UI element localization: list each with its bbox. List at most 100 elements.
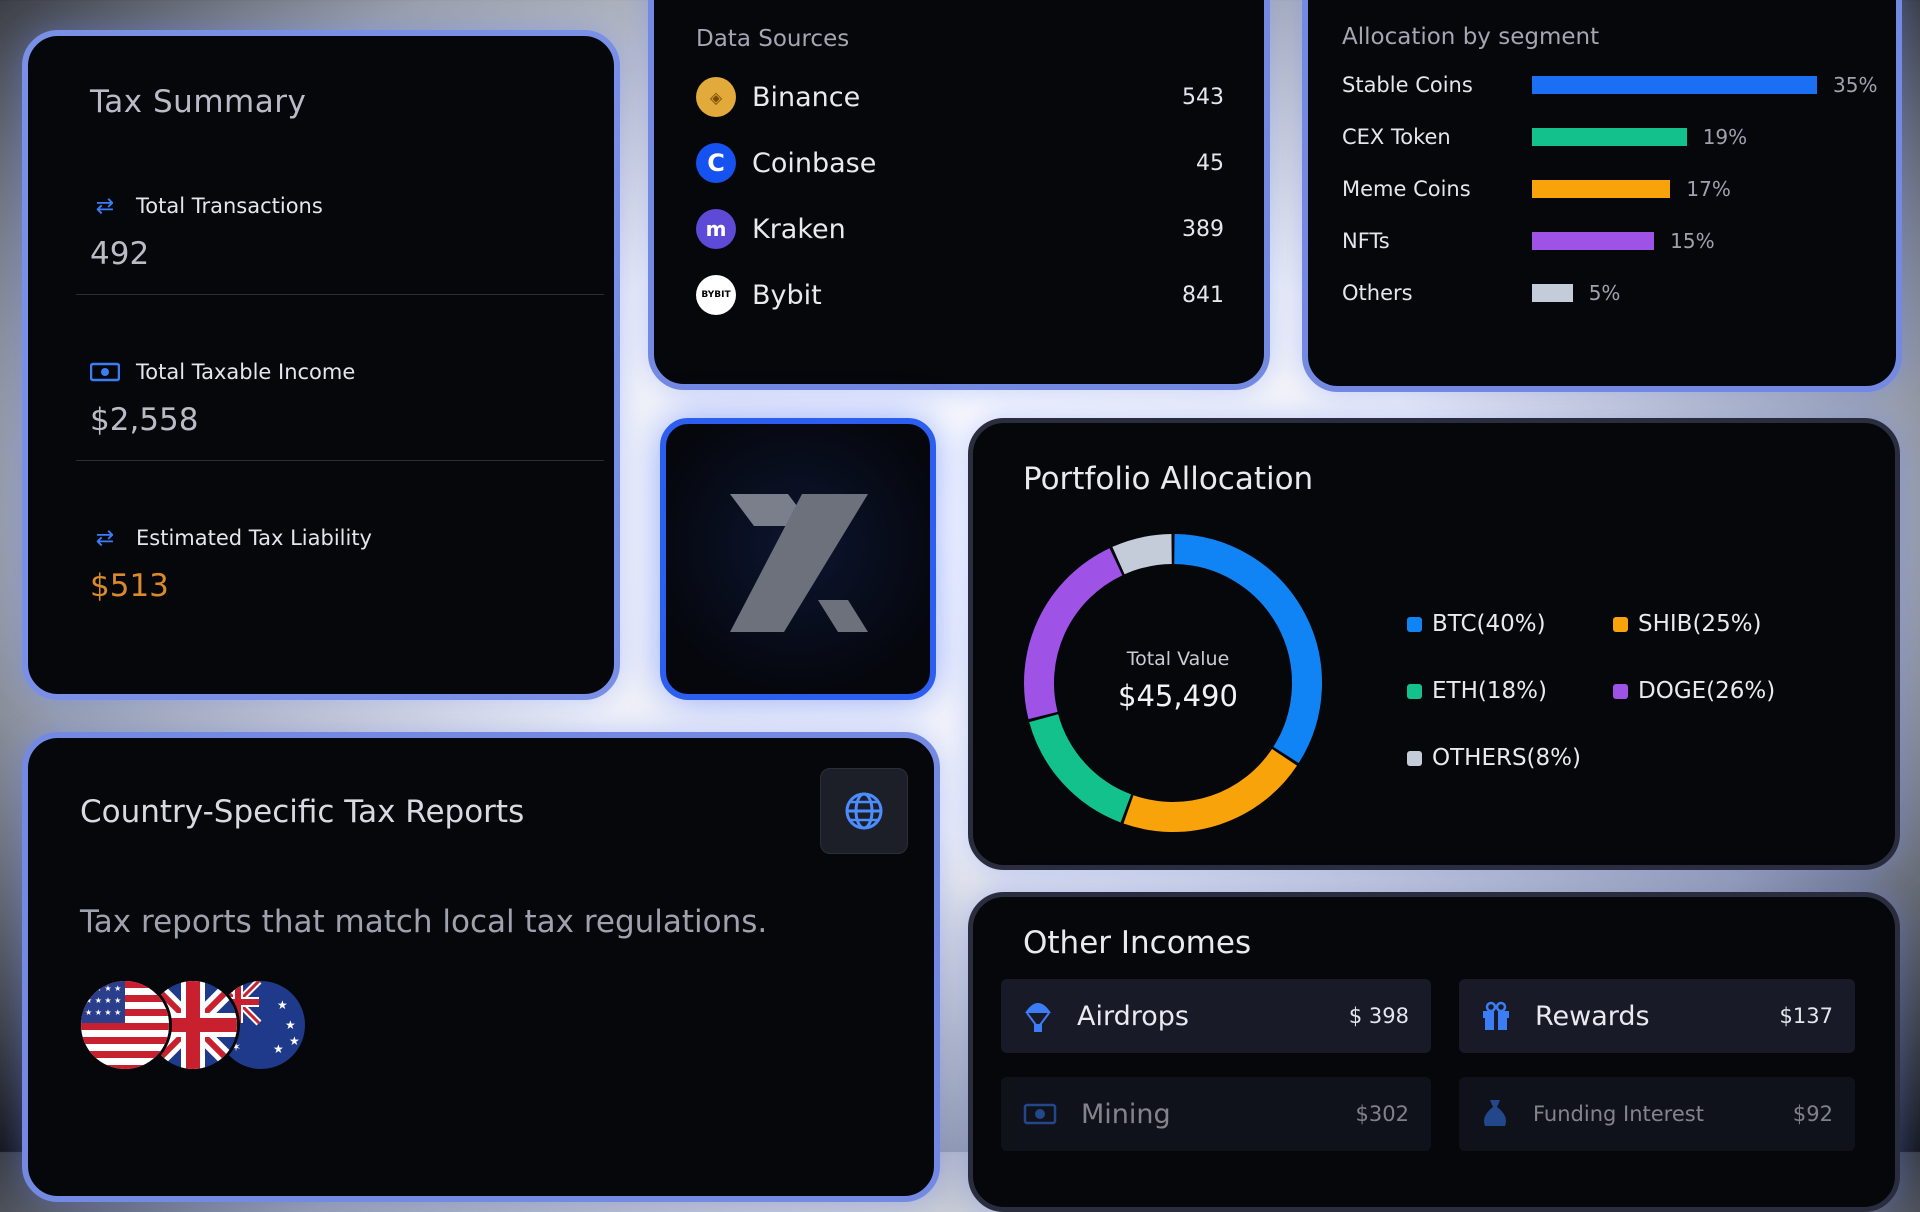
tax-summary-card: Tax Summary ⇄ Total Transactions 492 Tot… [22, 30, 620, 700]
donut-slice-doge [1024, 548, 1123, 720]
data-source-count: 841 [1182, 282, 1224, 308]
total-transactions-row: ⇄ Total Transactions 492 [76, 194, 604, 295]
parachute-icon [1025, 1003, 1051, 1032]
donut-center-value: $45,490 [1118, 679, 1238, 713]
allocation-by-segment-card: Allocation by segment Stable Coins 35% CEX… [1302, 0, 1902, 392]
income-name: Mining [1081, 1098, 1171, 1130]
segment-percent: 5% [1588, 281, 1621, 305]
us-flag-icon: ★ ★ ★ ★ ★ ★ ★ ★ ★ ★ ★ ★ [78, 978, 172, 1072]
segment-label: Others [1342, 281, 1413, 305]
legend-swatch [1407, 616, 1422, 632]
data-source-name: Bybit [752, 279, 822, 311]
legend-label: BTC(40%) [1432, 611, 1546, 637]
income-mining[interactable]: Mining $302 [1001, 1077, 1431, 1151]
svg-text:★ ★ ★ ★: ★ ★ ★ ★ [85, 996, 121, 1005]
globe-button[interactable] [820, 768, 908, 854]
country-tax-reports-title: Country-Specific Tax Reports [80, 794, 525, 830]
legend-swatch [1613, 616, 1628, 632]
income-amount: $302 [1355, 1102, 1409, 1126]
segment-label: NFTs [1342, 229, 1390, 253]
legend-label: OTHERS(8%) [1432, 745, 1581, 771]
segment-label: CEX Token [1342, 125, 1451, 149]
other-incomes-card: Other Incomes Airdrops $ 398 Rewards $13… [968, 892, 1900, 1212]
allocation-by-segment-title: Allocation by segment [1342, 24, 1600, 50]
money-bag-icon [1484, 1100, 1506, 1126]
svg-text:★: ★ [277, 998, 288, 1012]
segment-row-meme-coins: Meme Coins 17% [1342, 174, 1902, 204]
mining-icon [1023, 1103, 1057, 1125]
data-source-name: Binance [752, 81, 861, 113]
legend-label: SHIB(25%) [1638, 611, 1762, 637]
segment-row-others: Others 5% [1342, 278, 1902, 308]
donut-slice-others [1112, 534, 1173, 575]
data-sources-title: Data Sources [696, 26, 850, 52]
segment-bar [1532, 180, 1671, 198]
income-funding-interest[interactable]: Funding Interest $92 [1459, 1077, 1855, 1151]
country-tax-reports-subtitle: Tax reports that match local tax regulat… [80, 904, 768, 940]
segment-percent: 19% [1702, 125, 1748, 149]
income-airdrops[interactable]: Airdrops $ 398 [1001, 979, 1431, 1053]
bybit-logo-icon: BYBIT [696, 275, 736, 315]
legend-others: OTHERS(8%) [1407, 745, 1581, 771]
portfolio-donut-chart [1024, 534, 1322, 832]
legend-doge: DOGE(26%) [1613, 678, 1775, 704]
data-source-kraken[interactable]: m Kraken 389 [696, 209, 1224, 249]
total-taxable-income-label: Total Taxable Income [136, 360, 356, 384]
segment-percent: 17% [1686, 177, 1731, 201]
legend-swatch [1407, 750, 1422, 766]
legend-swatch [1613, 683, 1628, 699]
segment-bar [1532, 128, 1687, 146]
estimated-tax-liability-value: $513 [90, 568, 169, 604]
svg-text:★: ★ [289, 1034, 300, 1048]
portfolio-allocation-card: Portfolio Allocation Total Value $45,490… [968, 418, 1900, 870]
income-name: Rewards [1535, 1000, 1650, 1032]
income-amount: $92 [1792, 1102, 1833, 1126]
donut-slice-shib [1123, 748, 1297, 832]
country-tax-reports-card: Country-Specific Tax Reports Tax reports… [22, 732, 940, 1202]
segment-bar [1532, 76, 1817, 94]
app-logo-icon [730, 494, 868, 632]
coinbase-logo-icon: C [696, 143, 736, 183]
legend-swatch [1407, 683, 1422, 699]
legend-label: ETH(18%) [1432, 678, 1547, 704]
income-name: Funding Interest [1533, 1102, 1704, 1126]
svg-text:★ ★ ★ ★: ★ ★ ★ ★ [85, 984, 121, 993]
data-source-count: 543 [1182, 84, 1224, 110]
gift-icon [1483, 1001, 1509, 1030]
divider [76, 460, 604, 461]
income-rewards[interactable]: Rewards $137 [1459, 979, 1855, 1053]
portfolio-allocation-title: Portfolio Allocation [1023, 461, 1314, 497]
svg-text:✶: ✶ [231, 1040, 241, 1054]
segment-bar [1532, 284, 1573, 302]
income-name: Airdrops [1077, 1000, 1189, 1032]
svg-text:★ ★ ★ ★: ★ ★ ★ ★ [85, 1008, 121, 1017]
legend-label: DOGE(26%) [1638, 678, 1776, 704]
donut-center-label: Total Value [1126, 648, 1230, 670]
income-amount: $137 [1779, 1004, 1833, 1028]
svg-text:★: ★ [285, 1018, 296, 1032]
kraken-logo-icon: m [696, 209, 736, 249]
segment-row-stable-coins: Stable Coins 35% [1342, 70, 1902, 100]
segment-row-cex-token: CEX Token 19% [1342, 122, 1902, 152]
tax-summary-title: Tax Summary [90, 84, 307, 120]
total-taxable-income-row: Total Taxable Income $2,558 [76, 360, 604, 461]
other-incomes-title: Other Incomes [1023, 925, 1252, 961]
legend-btc: BTC(40%) [1407, 611, 1546, 637]
data-sources-card: Data Sources ◈ Binance 543 C Coinbase 45… [648, 0, 1270, 390]
income-amount: $ 398 [1348, 1004, 1409, 1028]
segment-row-nfts: NFTs 15% [1342, 226, 1902, 256]
estimated-tax-liability-row: ⇄ Estimated Tax Liability $513 [76, 525, 604, 605]
swap-arrows-icon: ⇄ [95, 193, 115, 219]
data-source-name: Coinbase [752, 147, 877, 179]
data-source-count: 45 [1196, 150, 1224, 176]
legend-eth: ETH(18%) [1407, 678, 1547, 704]
segment-label: Stable Coins [1342, 73, 1473, 97]
donut-slice-btc [1173, 534, 1322, 763]
estimated-tax-liability-label: Estimated Tax Liability [136, 526, 372, 550]
data-source-bybit[interactable]: BYBIT Bybit 841 [696, 275, 1224, 315]
total-transactions-label: Total Transactions [136, 194, 323, 218]
swap-arrows-icon: ⇄ [95, 525, 115, 551]
data-source-binance[interactable]: ◈ Binance 543 [696, 77, 1224, 117]
data-source-coinbase[interactable]: C Coinbase 45 [696, 143, 1224, 183]
svg-text:★: ★ [273, 1042, 284, 1056]
